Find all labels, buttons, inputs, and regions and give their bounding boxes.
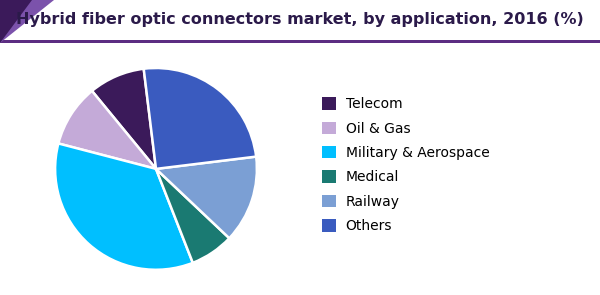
Polygon shape — [0, 0, 32, 43]
Text: Hybrid fiber optic connectors market, by application, 2016 (%): Hybrid fiber optic connectors market, by… — [16, 12, 584, 27]
Wedge shape — [55, 143, 193, 270]
Wedge shape — [92, 69, 156, 169]
Wedge shape — [58, 91, 156, 169]
Wedge shape — [156, 157, 257, 238]
Polygon shape — [0, 0, 54, 43]
Wedge shape — [144, 68, 256, 169]
Wedge shape — [156, 169, 229, 263]
Legend: Telecom, Oil & Gas, Military & Aerospace, Medical, Railway, Others: Telecom, Oil & Gas, Military & Aerospace… — [322, 97, 490, 233]
